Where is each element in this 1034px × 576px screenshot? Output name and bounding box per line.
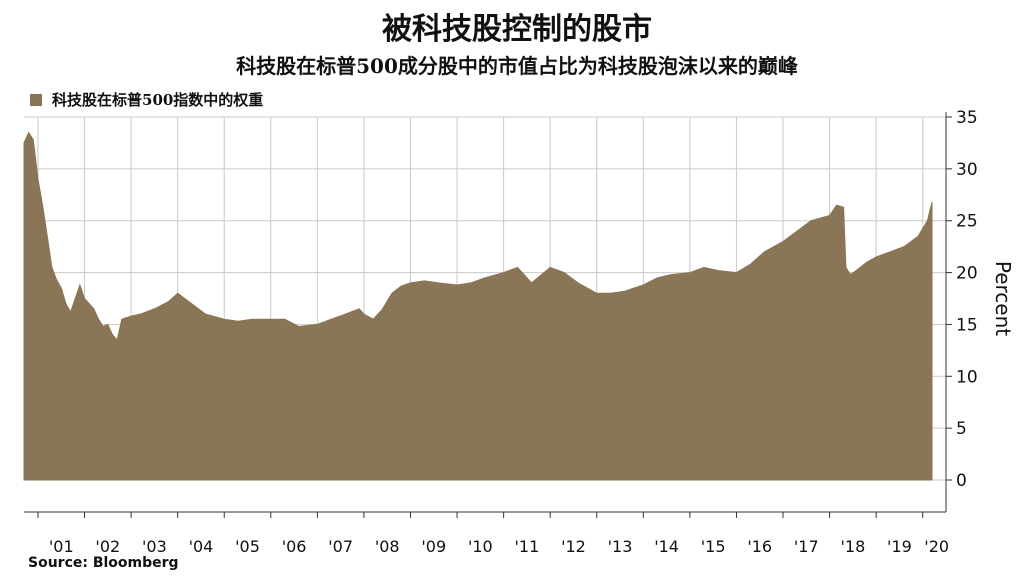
y-tick-label: 10 bbox=[956, 367, 978, 387]
y-tick-label: 0 bbox=[956, 471, 967, 491]
x-tick-label: '12 bbox=[561, 537, 586, 556]
x-tick-label: '01 bbox=[49, 537, 74, 556]
x-tick-label: '07 bbox=[328, 537, 353, 556]
x-tick-label: '11 bbox=[515, 537, 540, 556]
area-series bbox=[23, 131, 933, 481]
y-tick-label: 15 bbox=[956, 315, 978, 335]
x-tick-label: '10 bbox=[468, 537, 493, 556]
y-axis-label: Percent bbox=[991, 261, 1015, 336]
legend-swatch bbox=[30, 93, 42, 106]
x-tick-label: '09 bbox=[421, 537, 446, 556]
x-tick-label: '08 bbox=[375, 537, 400, 556]
source-note: Source: Bloomberg bbox=[28, 555, 179, 571]
x-tick-label: '14 bbox=[654, 537, 679, 556]
x-tick-label: '02 bbox=[95, 537, 120, 556]
x-tick-label: '18 bbox=[840, 537, 865, 556]
legend: 科技股在标普500指数中的权重 bbox=[30, 89, 263, 110]
chart-subtitle: 科技股在标普500成分股中的市值占比为科技股泡沫以来的巅峰 bbox=[236, 54, 798, 78]
legend-label: 科技股在标普500指数中的权重 bbox=[52, 91, 264, 109]
x-tick-label: '05 bbox=[235, 537, 260, 556]
chart-title: 被科技股控制的股市 bbox=[382, 12, 652, 47]
x-tick-label: '03 bbox=[142, 537, 167, 556]
x-tick-label: '16 bbox=[747, 537, 772, 556]
y-tick-label: 20 bbox=[956, 264, 978, 284]
x-tick-label: '13 bbox=[608, 537, 633, 556]
x-tick-label: '17 bbox=[794, 537, 819, 556]
x-tick-label: '15 bbox=[701, 537, 726, 556]
y-tick-label: 25 bbox=[956, 212, 978, 232]
y-tick-label: 35 bbox=[956, 108, 978, 128]
y-tick-label: 30 bbox=[956, 160, 978, 180]
y-tick-label: 5 bbox=[956, 419, 967, 439]
x-tick-label: '19 bbox=[887, 537, 912, 556]
x-tick-label: '20 bbox=[924, 537, 949, 556]
x-tick-label: '04 bbox=[189, 537, 214, 556]
x-tick-label: '06 bbox=[282, 537, 307, 556]
